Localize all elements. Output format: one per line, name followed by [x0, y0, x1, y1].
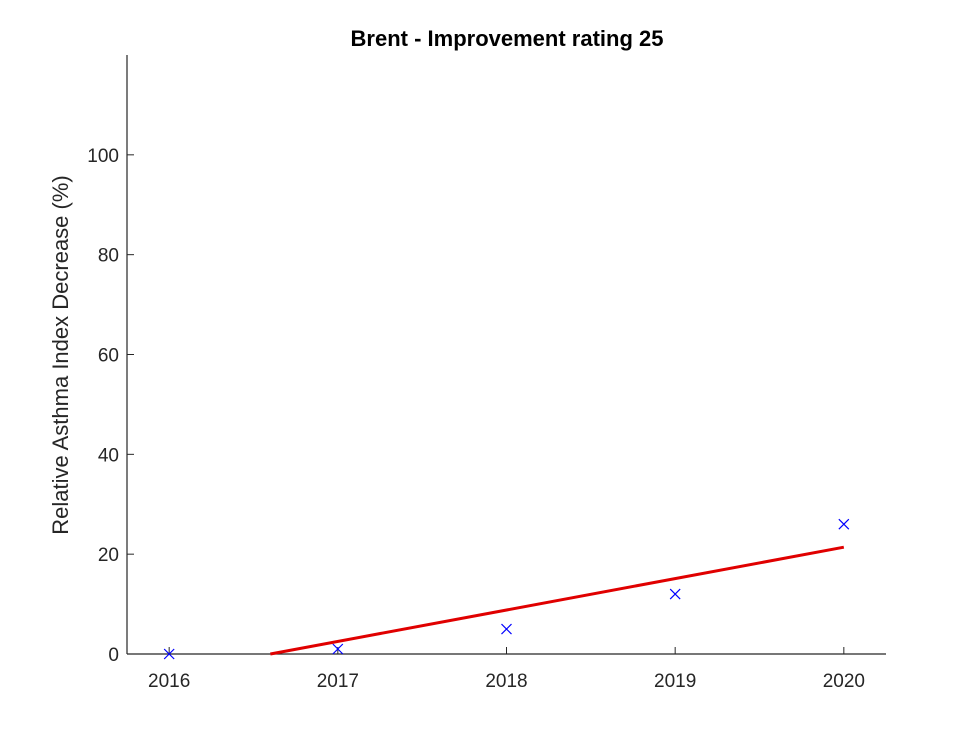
- data-point-stroke: [501, 623, 512, 635]
- y-tick-label: 0: [108, 645, 119, 666]
- data-point: [669, 588, 681, 600]
- data-point-stroke: [838, 518, 850, 530]
- marks: [163, 518, 850, 660]
- x-tick-label: 2019: [654, 671, 696, 692]
- data-point-stroke: [669, 588, 681, 600]
- trend-line: [270, 545, 845, 656]
- data-point: [501, 623, 512, 635]
- y-tick-label: 40: [98, 445, 119, 466]
- y-tick-label: 80: [98, 246, 119, 267]
- data-point: [332, 643, 344, 655]
- ticks: 0 20 40 60 80 100 2016 2017 2018 2019 2020: [87, 146, 865, 692]
- axes: [126, 55, 886, 655]
- y-tick-label: 20: [98, 545, 119, 566]
- data-point: [838, 518, 850, 530]
- y-tick-label: 100: [87, 146, 119, 167]
- y-tick-label: 60: [98, 346, 119, 367]
- data-point: [163, 648, 175, 660]
- x-tick-label: 2017: [317, 671, 359, 692]
- y-axis-label: Relative Asthma Index Decrease (%): [48, 175, 73, 535]
- chart-title: Brent - Improvement rating 25: [351, 26, 664, 51]
- data-point-stroke: [332, 643, 344, 655]
- data-point-stroke: [163, 648, 175, 660]
- x-tick-label: 2018: [485, 671, 527, 692]
- x-tick-label: 2020: [823, 671, 865, 692]
- x-tick-label: 2016: [148, 671, 190, 692]
